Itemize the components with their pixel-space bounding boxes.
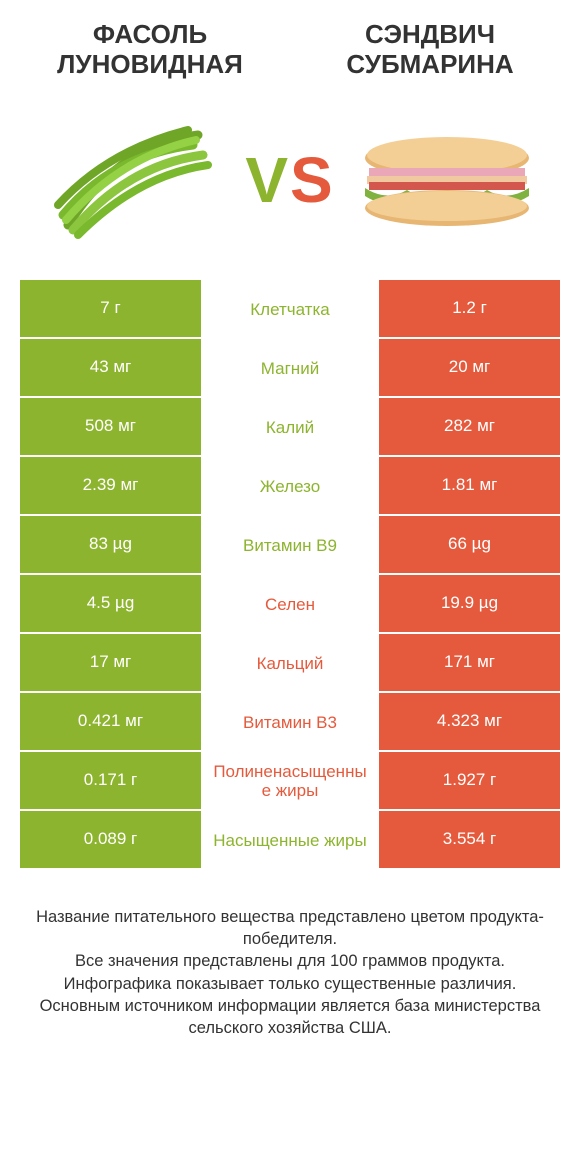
table-row: 7 гКлетчатка1.2 г [20, 280, 560, 339]
right-value: 282 мг [379, 398, 560, 457]
right-value: 4.323 мг [379, 693, 560, 752]
nutrient-label: Селен [207, 575, 373, 634]
left-value: 0.421 мг [20, 693, 201, 752]
left-value: 0.171 г [20, 752, 201, 811]
left-title: ФАСОЛЬ ЛУНОВИДНАЯ [10, 20, 290, 80]
footer-line: Все значения представлены для 100 граммо… [22, 950, 558, 972]
footer-line: Инфографика показывает только существенн… [22, 973, 558, 995]
nutrient-label: Калий [207, 398, 373, 457]
table-row: 0.089 гНасыщенные жиры3.554 г [20, 811, 560, 870]
left-value: 17 мг [20, 634, 201, 693]
vs-label: V S [245, 148, 334, 212]
vs-v: V [245, 148, 290, 212]
nutrient-label: Полиненасыщенные жиры [207, 752, 373, 811]
table-row: 0.421 мгВитамин B34.323 мг [20, 693, 560, 752]
sandwich-image [345, 110, 550, 250]
right-value: 1.2 г [379, 280, 560, 339]
right-value: 66 µg [379, 516, 560, 575]
table-row: 508 мгКалий282 мг [20, 398, 560, 457]
nutrient-label: Железо [207, 457, 373, 516]
table-row: 17 мгКальций171 мг [20, 634, 560, 693]
left-value: 0.089 г [20, 811, 201, 870]
footer-line: Основным источником информации является … [22, 995, 558, 1040]
right-value: 1.81 мг [379, 457, 560, 516]
left-value: 508 мг [20, 398, 201, 457]
table-row: 2.39 мгЖелезо1.81 мг [20, 457, 560, 516]
table-row: 43 мгМагний20 мг [20, 339, 560, 398]
right-value: 3.554 г [379, 811, 560, 870]
nutrient-label: Клетчатка [207, 280, 373, 339]
beans-icon [48, 115, 218, 245]
right-value: 1.927 г [379, 752, 560, 811]
comparison-infographic: ФАСОЛЬ ЛУНОВИДНАЯ СЭНДВИЧ СУБМАРИНА V S [0, 0, 580, 1174]
nutrient-label: Витамин B3 [207, 693, 373, 752]
table-row: 4.5 µgСелен19.9 µg [20, 575, 560, 634]
left-value: 2.39 мг [20, 457, 201, 516]
left-value: 43 мг [20, 339, 201, 398]
sandwich-icon [357, 130, 537, 230]
left-value: 4.5 µg [20, 575, 201, 634]
left-value: 83 µg [20, 516, 201, 575]
left-value: 7 г [20, 280, 201, 339]
beans-image [30, 110, 235, 250]
nutrient-label: Магний [207, 339, 373, 398]
right-title: СЭНДВИЧ СУБМАРИНА [290, 20, 570, 80]
comparison-table: 7 гКлетчатка1.2 г43 мгМагний20 мг508 мгК… [0, 280, 580, 870]
right-value: 171 мг [379, 634, 560, 693]
right-value: 19.9 µg [379, 575, 560, 634]
nutrient-label: Витамин B9 [207, 516, 373, 575]
table-row: 83 µgВитамин B966 µg [20, 516, 560, 575]
table-row: 0.171 гПолиненасыщенные жиры1.927 г [20, 752, 560, 811]
footer-note: Название питательного вещества представл… [0, 870, 580, 1040]
right-value: 20 мг [379, 339, 560, 398]
nutrient-label: Кальций [207, 634, 373, 693]
footer-line: Название питательного вещества представл… [22, 906, 558, 951]
nutrient-label: Насыщенные жиры [207, 811, 373, 870]
hero-row: V S [0, 90, 580, 280]
vs-s: S [290, 148, 335, 212]
titles-row: ФАСОЛЬ ЛУНОВИДНАЯ СЭНДВИЧ СУБМАРИНА [0, 0, 580, 90]
